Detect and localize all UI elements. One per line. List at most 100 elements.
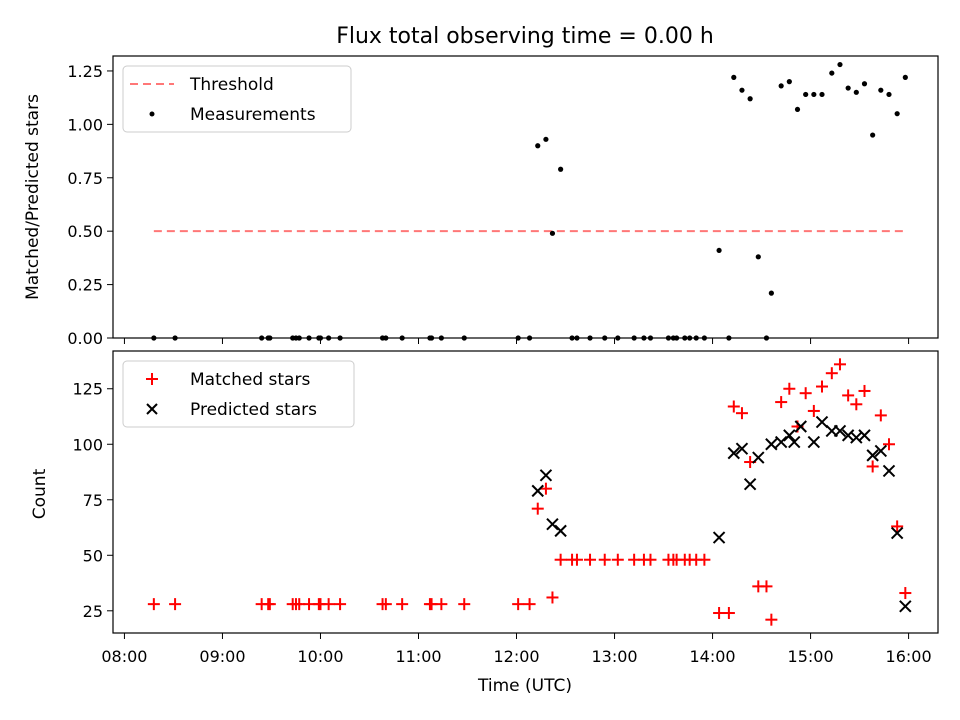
measurement-point [878, 87, 884, 93]
predicted-star-point [554, 524, 567, 538]
measurement-point [853, 89, 859, 95]
matched-star-point [598, 553, 611, 566]
matched-star-point [775, 396, 788, 409]
x-tick-label: 11:00 [395, 647, 441, 666]
matched-star-point [799, 387, 812, 400]
measurement-point [786, 79, 792, 85]
chart-title: Flux total observing time = 0.00 h [336, 24, 714, 49]
matched-star-point [698, 553, 711, 566]
predicted-star-point [735, 442, 749, 455]
top-chart-panel: Flux total observing time = 0.00 h Match… [23, 24, 939, 348]
matched-star-point [850, 398, 863, 411]
matched-star-point [379, 598, 392, 611]
matched-star-point [523, 598, 536, 611]
predicted-star-point [807, 435, 821, 449]
top-y-tick-label: 0.00 [67, 329, 103, 348]
measurement-point [535, 143, 541, 149]
bottom-legend: Matched stars Predicted stars [122, 360, 355, 428]
measurement-point [543, 136, 549, 142]
legend-measurements-swatch [149, 111, 155, 117]
matched-star-point [169, 598, 182, 611]
x-tick-label: 14:00 [689, 647, 735, 666]
measurement-point [811, 91, 817, 98]
matched-star-point [858, 384, 871, 397]
measurement-point [549, 230, 556, 236]
matched-star-point [874, 409, 887, 422]
bottom-y-axis-label: Count [30, 468, 50, 519]
legend-predicted-swatch [146, 403, 158, 415]
predicted-star-point [539, 469, 553, 482]
measurement-point [861, 81, 868, 87]
measurement-point [803, 91, 809, 98]
x-tick-label: 15:00 [788, 647, 834, 666]
measurement-point [731, 74, 737, 80]
predicted-star-point [765, 438, 778, 451]
predicted-star-point [783, 429, 796, 442]
legend-threshold-label: Threshold [189, 75, 274, 95]
measurement-point [829, 70, 835, 76]
bottom-plot-frame [112, 350, 939, 634]
legend-matched-swatch [146, 373, 158, 385]
predicted-star-point [874, 444, 888, 458]
top-legend: Threshold Measurements [122, 65, 352, 133]
measurement-point [819, 91, 825, 98]
matched-star-point [833, 358, 846, 371]
matched-star-point [147, 598, 160, 611]
x-tick-label: 09:00 [199, 647, 245, 666]
predicted-star-point [858, 429, 871, 442]
matched-star-point [334, 598, 347, 611]
matched-star-point [722, 607, 735, 620]
predicted-star-point [774, 435, 788, 449]
measurement-point [778, 83, 784, 89]
matched-star-point [765, 613, 778, 626]
predicted-star-point [743, 478, 757, 491]
matched-star-point [539, 482, 552, 495]
measurement-point [716, 247, 722, 254]
measurement-point [837, 61, 843, 68]
measurement-point [886, 91, 892, 98]
predicted-star-point [890, 526, 904, 540]
matched-star-point [727, 400, 740, 413]
matched-star-point [760, 580, 773, 593]
x-tick-label: 13:00 [591, 647, 637, 666]
bottom-y-tick-label: 125 [72, 380, 103, 399]
matched-star-point [322, 598, 335, 611]
top-plot-frame [112, 55, 939, 339]
predicted-star-point [833, 424, 847, 438]
x-axis-label: Time (UTC) [477, 676, 572, 696]
matched-star-point [891, 520, 904, 533]
matched-star-point [435, 598, 448, 611]
matched-star-point [882, 438, 895, 451]
matched-star-point [570, 553, 583, 566]
legend-predicted-label: Predicted stars [190, 400, 317, 420]
top-y-axis-label: Matched/Predicted stars [23, 94, 43, 300]
top-y-tick-label: 1.25 [67, 62, 103, 81]
measurement-point [739, 87, 745, 93]
top-y-tick-label: 0.25 [67, 276, 103, 295]
predicted-star-point [752, 451, 765, 464]
matched-star-point [584, 553, 597, 566]
measurement-point [902, 74, 908, 80]
top-y-tick-label: 0.75 [67, 169, 103, 188]
matched-star-point [899, 587, 912, 600]
top-y-tick-label: 0.50 [67, 222, 103, 241]
x-tick-label: 08:00 [101, 647, 147, 666]
bottom-y-tick-label: 75 [83, 491, 103, 510]
matched-star-point [783, 382, 796, 395]
measurement-point [558, 166, 564, 172]
measurement-point [845, 85, 851, 91]
predicted-star-point [788, 435, 801, 449]
measurement-point [747, 96, 753, 102]
bottom-chart-panel: Count 25 50 75 100 125 08:00 09:00 10:00 11:00 1… [30, 350, 939, 696]
matched-star-point [531, 502, 544, 515]
matched-star-point [396, 598, 409, 611]
predicted-star-point [727, 446, 740, 460]
predicted-star-point [546, 517, 559, 531]
matched-star-point [816, 380, 829, 393]
predicted-star-point [712, 531, 726, 544]
predicted-star-point [815, 415, 829, 429]
predicted-star-point [531, 484, 544, 498]
matched-star-point [554, 553, 567, 566]
measurement-point [794, 106, 801, 113]
